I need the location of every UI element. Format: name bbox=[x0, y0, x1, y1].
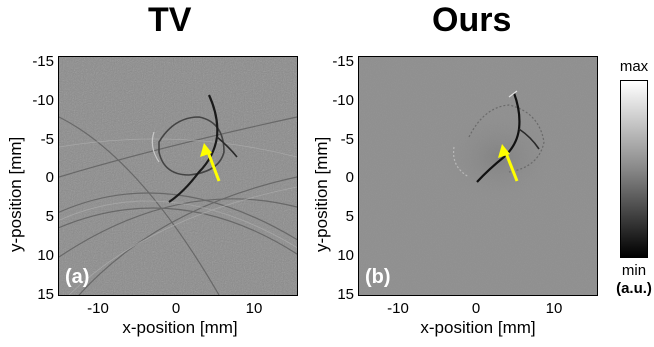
panel-b-arrow bbox=[498, 144, 519, 182]
panel-b-ytick: 0 bbox=[345, 169, 354, 186]
panel-b-title: Ours bbox=[432, 1, 512, 39]
panel-a-arrow bbox=[200, 143, 221, 182]
panel-b-xtick: 10 bbox=[545, 300, 563, 317]
colorbar-min-label: min bbox=[621, 262, 647, 279]
panel-a-ytick: 15 bbox=[37, 286, 54, 303]
panel-a-ytick: 5 bbox=[45, 208, 54, 225]
panel-b-x-axis-label: x-position [mm] bbox=[420, 318, 536, 337]
panel-a-ytick: 0 bbox=[45, 169, 54, 186]
panel-a-title: TV bbox=[148, 1, 192, 39]
colorbar-unit-label: (a.u.) bbox=[616, 280, 652, 297]
panel-a-letter: (a) bbox=[65, 266, 90, 288]
panel-a-image: (a) bbox=[58, 56, 298, 296]
panel-b-ytick: 15 bbox=[337, 286, 354, 303]
panel-a-xtick: -10 bbox=[87, 300, 109, 317]
panel-b-ytick: -5 bbox=[340, 131, 354, 148]
panel-a-ytick: -10 bbox=[32, 92, 54, 109]
panel-a-noise bbox=[59, 57, 297, 295]
panel-b-y-axis-label: y-position [mm] bbox=[312, 136, 331, 252]
panel-b-ytick: 10 bbox=[337, 247, 354, 264]
panel-b-ytick: -10 bbox=[332, 92, 354, 109]
panel-b-xtick: -10 bbox=[387, 300, 409, 317]
panel-a-ytick: -5 bbox=[40, 131, 54, 148]
panel-b-image: (b) bbox=[358, 56, 598, 296]
panel-b-ytick: -15 bbox=[332, 53, 354, 70]
panel-b-letter: (b) bbox=[365, 266, 391, 288]
panel-a-x-axis-label: x-position [mm] bbox=[122, 318, 238, 337]
colorbar bbox=[620, 80, 648, 258]
panel-b-ytick: 5 bbox=[345, 208, 354, 225]
panel-a-xtick: 10 bbox=[245, 300, 263, 317]
panel-a-streak-artifacts bbox=[59, 116, 297, 295]
panel-a-bright-artifacts bbox=[59, 138, 297, 295]
panel-a-y-axis-label: y-position [mm] bbox=[6, 136, 25, 252]
panel-a-ytick: 10 bbox=[37, 247, 54, 264]
panel-b-vessel-structure bbox=[452, 90, 545, 183]
panel-b-xtick: 0 bbox=[471, 300, 481, 317]
panel-a-xtick: 0 bbox=[171, 300, 181, 317]
colorbar-max-label: max bbox=[619, 58, 649, 75]
panel-a-ytick: -15 bbox=[32, 53, 54, 70]
